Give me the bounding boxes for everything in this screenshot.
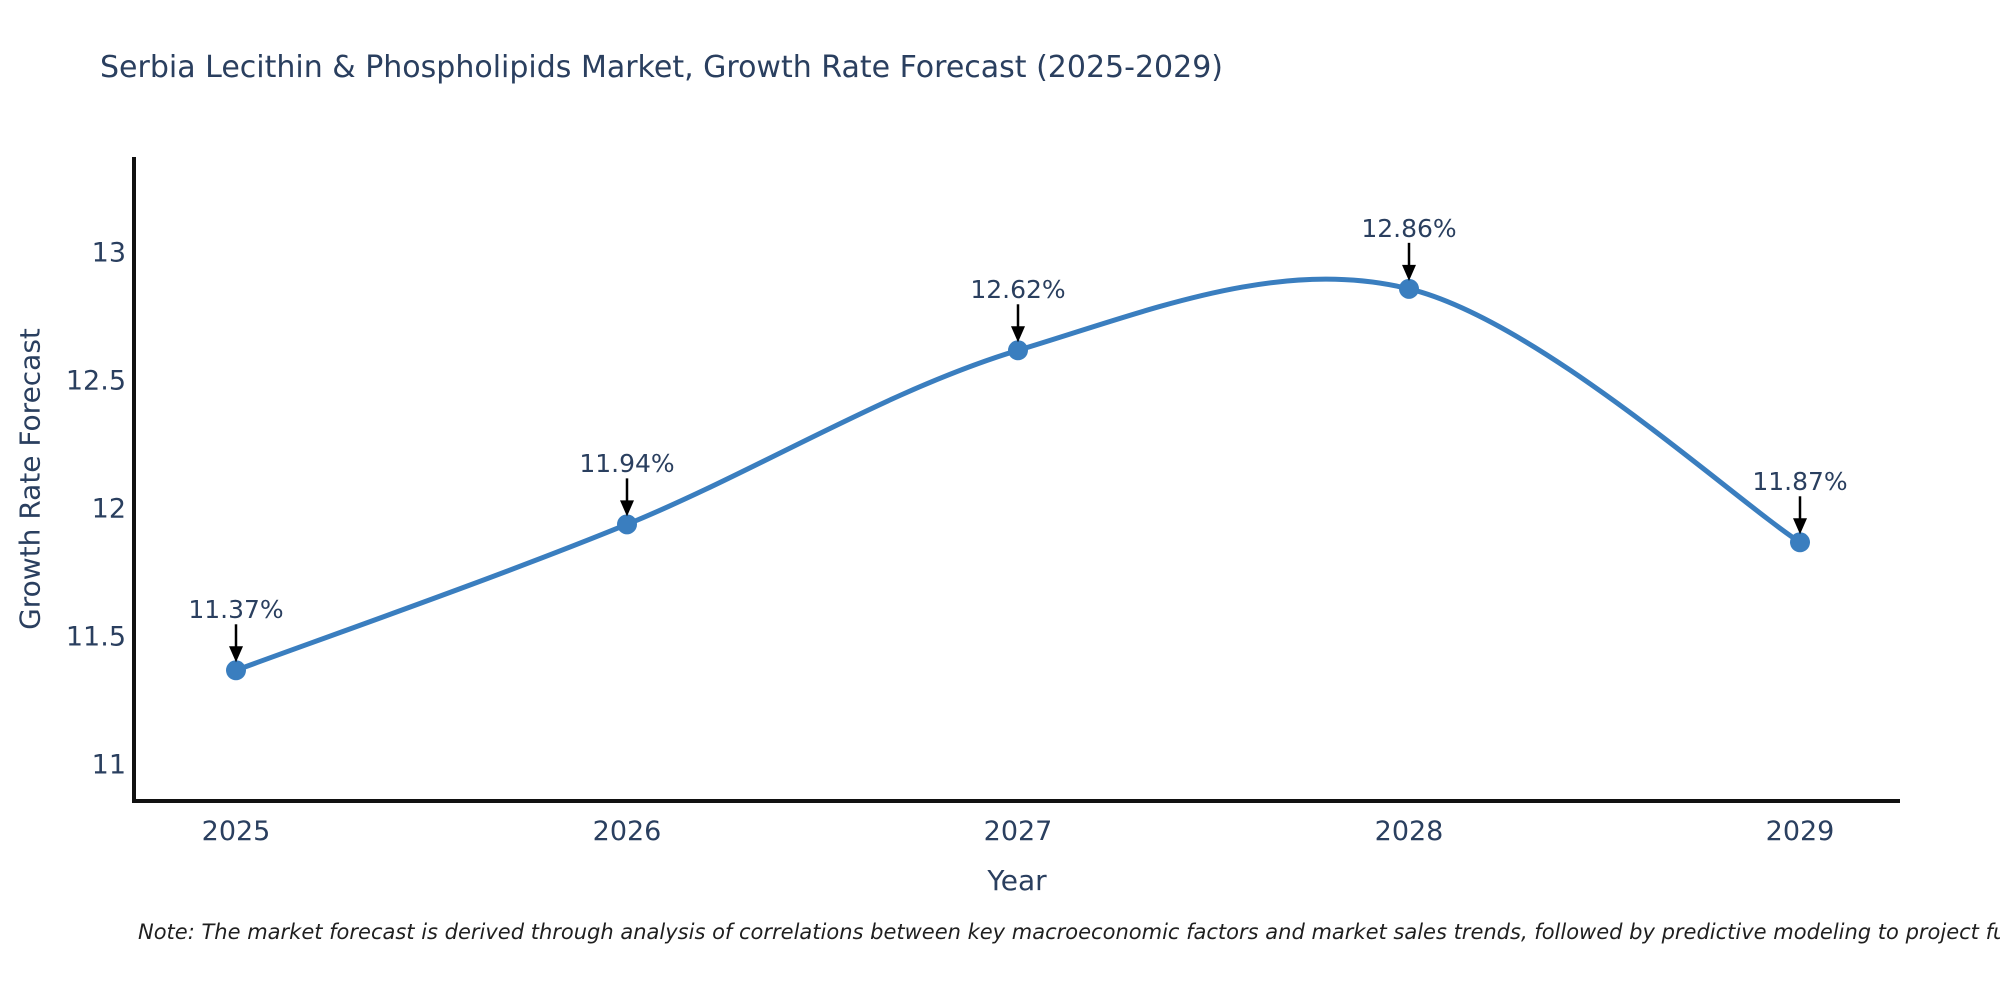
- x-tick-label: 2027: [983, 816, 1053, 847]
- annotation-arrowhead: [229, 646, 243, 663]
- footnote: Note: The market forecast is derived thr…: [138, 920, 2000, 944]
- annotation-arrowhead: [620, 500, 634, 517]
- chart-title: Serbia Lecithin & Phospholipids Market, …: [100, 50, 1224, 85]
- annotation-arrows: [229, 242, 1807, 663]
- data-point-marker: [1008, 340, 1028, 361]
- x-tick-label: 2026: [592, 816, 662, 847]
- x-tick-label: 2029: [1765, 816, 1835, 847]
- y-tick-label: 11.5: [65, 621, 126, 653]
- data-point-marker: [1790, 532, 1810, 553]
- annotation-label: 12.86%: [1361, 213, 1457, 243]
- y-tick-label: 12: [91, 493, 126, 525]
- x-tick-label: 2025: [201, 816, 271, 847]
- y-tick-label: 13: [91, 237, 126, 269]
- annotation-label: 12.62%: [970, 275, 1066, 305]
- x-tick-label: 2028: [1374, 816, 1444, 847]
- annotation-label: 11.94%: [579, 449, 675, 479]
- annotation-label: 11.37%: [188, 595, 284, 625]
- data-point-markers: [226, 278, 1810, 681]
- data-point-marker: [1399, 278, 1419, 299]
- data-point-marker: [226, 660, 246, 681]
- annotation-arrowhead: [1011, 326, 1025, 343]
- data-point-marker: [617, 514, 637, 535]
- x-axis-label: Year: [987, 864, 1047, 897]
- y-tick-label: 12.5: [65, 365, 126, 397]
- annotation-label: 11.87%: [1752, 467, 1848, 497]
- annotation-arrowhead: [1402, 264, 1416, 281]
- y-tick-label: 11: [91, 749, 126, 781]
- annotation-arrowhead: [1793, 518, 1807, 535]
